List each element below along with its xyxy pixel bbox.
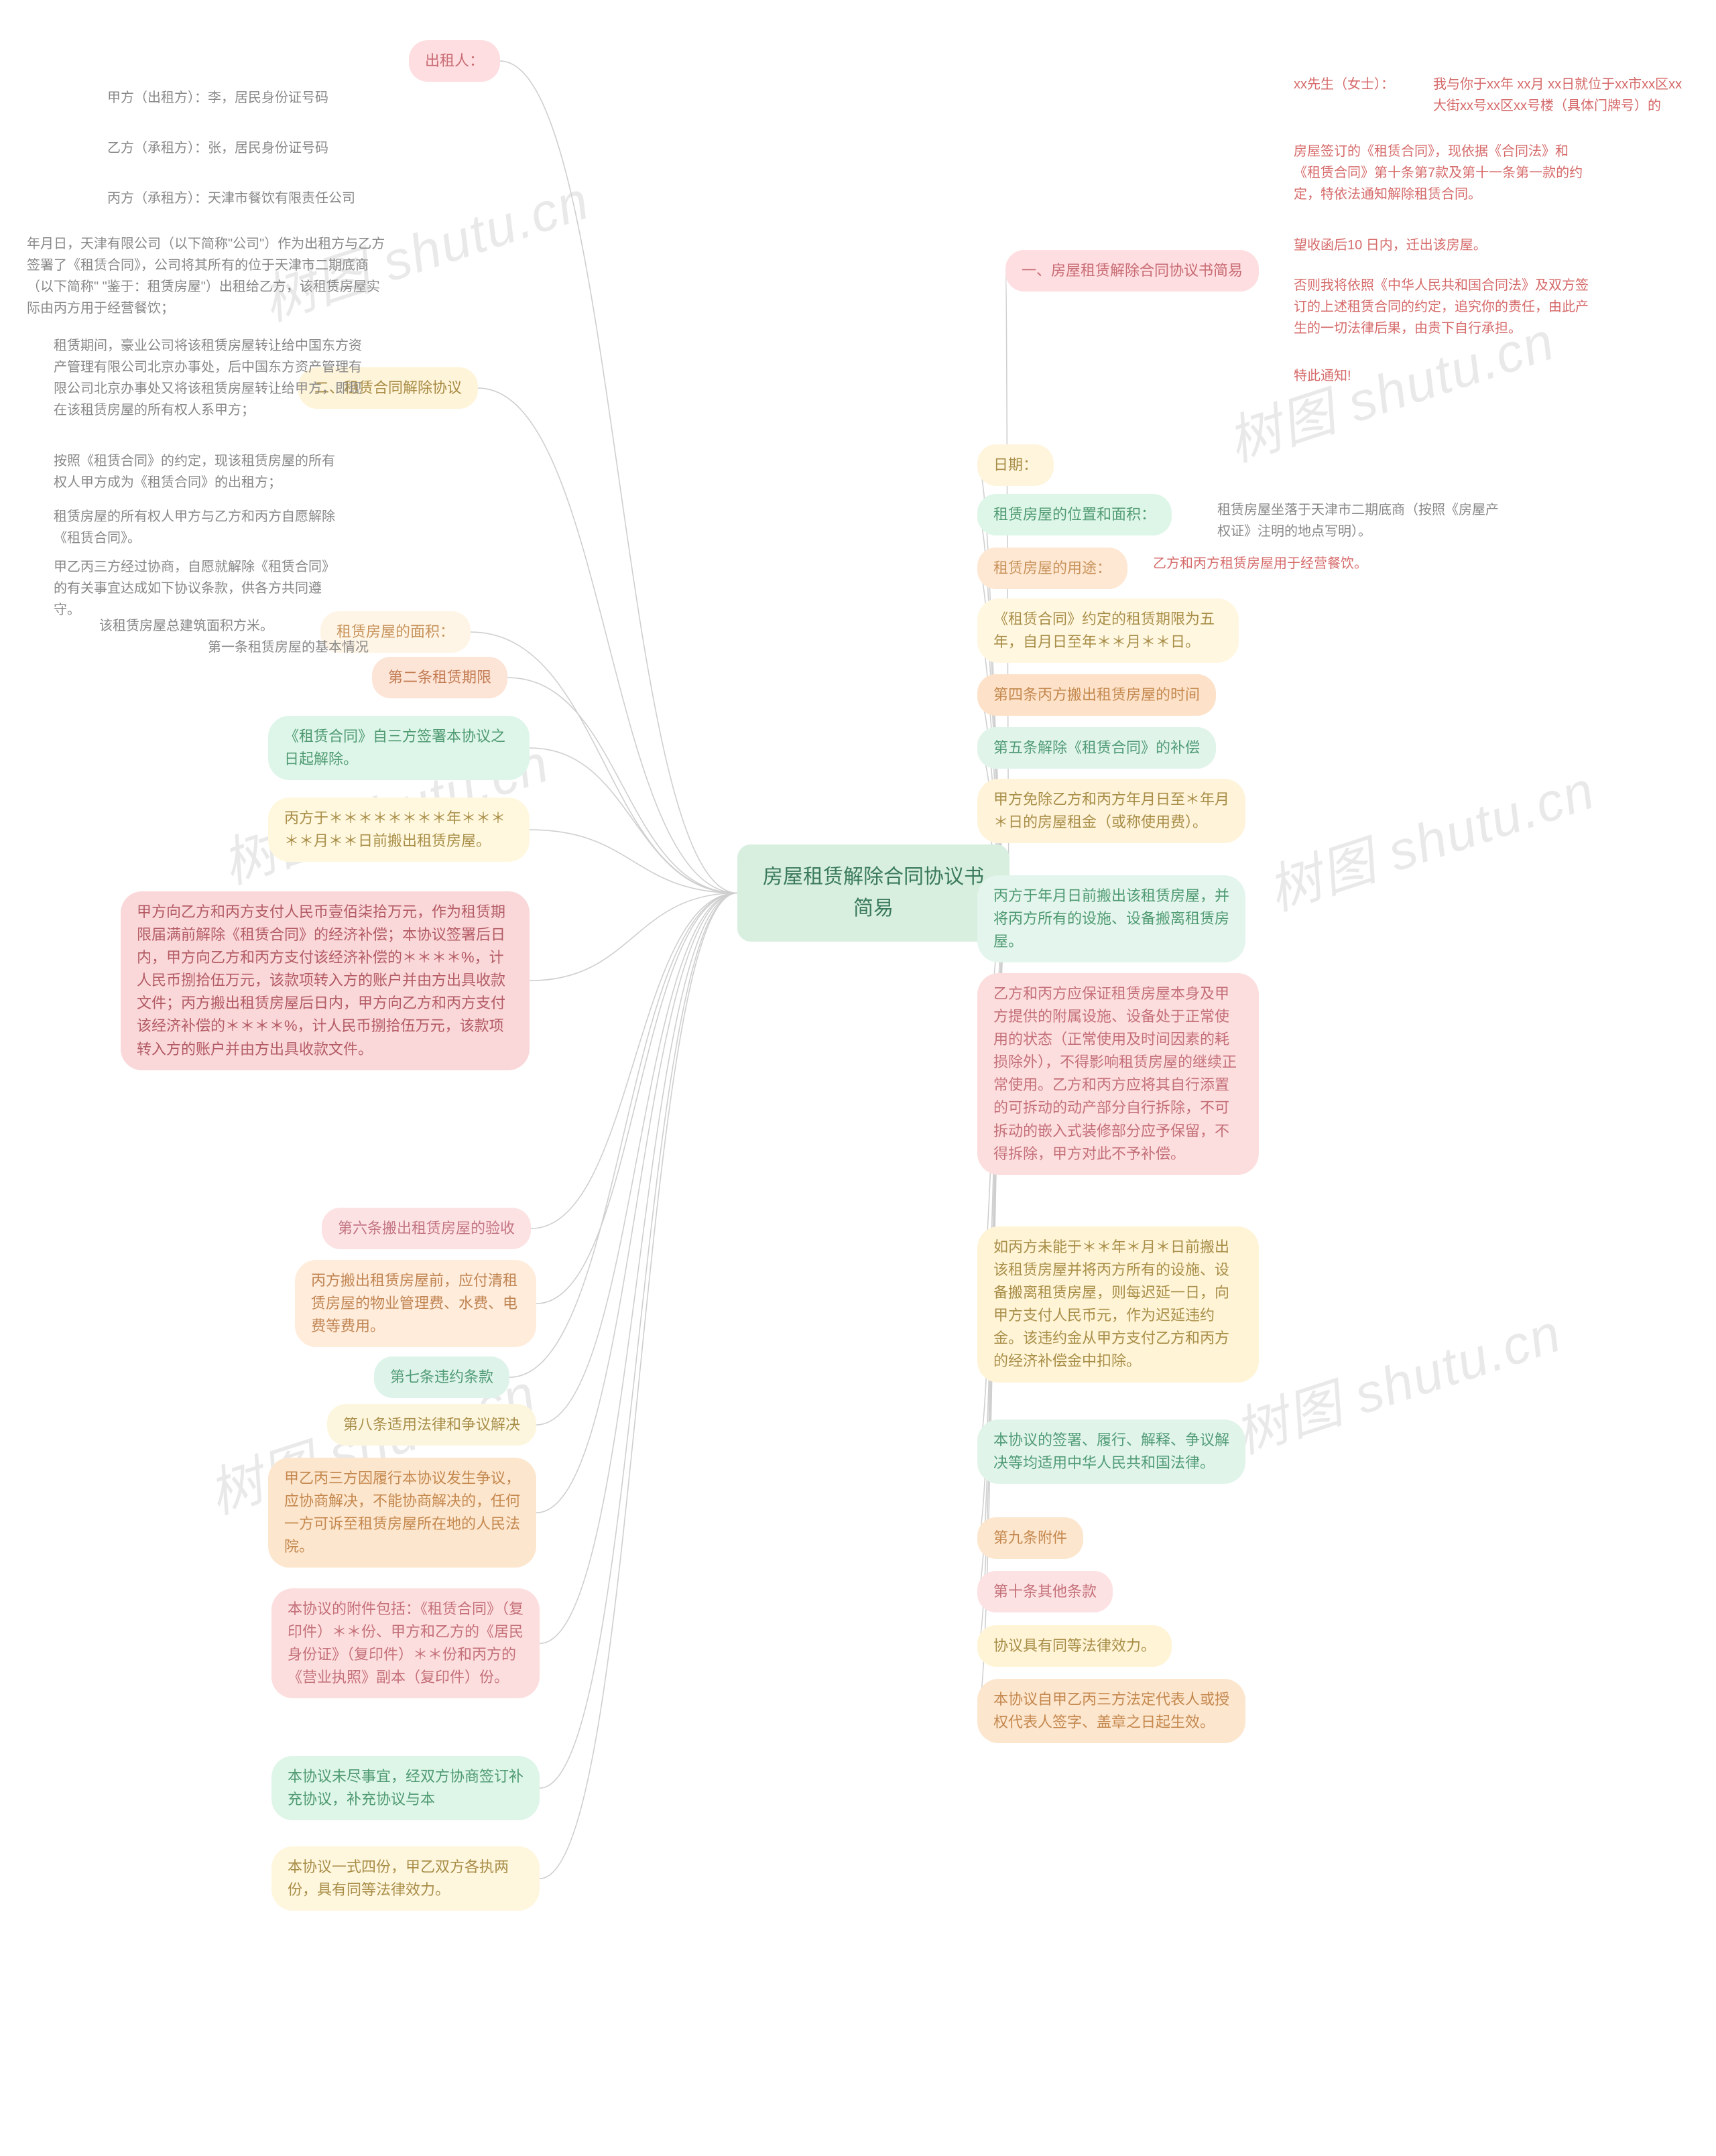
mindmap-node[interactable]: 第四条丙方搬出租赁房屋的时间 [977, 674, 1216, 716]
watermark: 树图 shutu.cn [1256, 747, 1603, 926]
plain-text: 望收函后10 日内，迁出该房屋。 [1294, 235, 1487, 256]
edge [507, 678, 737, 893]
mindmap-node[interactable]: 第五条解除《租赁合同》的补偿 [977, 727, 1216, 769]
watermark: 树图 shutu.cn [1223, 1290, 1570, 1469]
mindmap-node[interactable]: 租赁房屋的用途： [977, 548, 1127, 589]
plain-text: 我与你于xx年 xx月 xx日就位于xx市xx区xx大街xx号xx区xx号楼（具… [1433, 74, 1688, 117]
plain-text: 该租赁房屋总建筑面积方米。 [99, 615, 273, 637]
plain-text: 丙方（承租方）：天津市餐饮有限责任公司 [107, 188, 355, 209]
mindmap-node[interactable]: 本协议未尽事宜，经双方协商签订补充协议，补充协议与本 [271, 1756, 540, 1820]
mindmap-node[interactable]: 第二条租赁期限 [372, 657, 507, 698]
plain-text: xx先生（女士）： [1294, 74, 1394, 95]
mindmap-node[interactable]: 本协议的附件包括：《租赁合同》（复印件）＊＊份、甲方和乙方的《居民身份证》（复印… [271, 1588, 540, 1698]
mindmap-node[interactable]: 协议具有同等法律效力。 [977, 1625, 1172, 1667]
mindmap-node[interactable]: 乙方和丙方应保证租赁房屋本身及甲方提供的附属设施、设备处于正常使用的状态（正常使… [977, 973, 1259, 1175]
mindmap-node[interactable]: 丙方于年月日前搬出该租赁房屋，并将丙方所有的设施、设备搬离租赁房屋。 [977, 875, 1245, 962]
mindmap-node[interactable]: 出租人： [409, 40, 500, 82]
mindmap-node[interactable]: 甲方免除乙方和丙方年月日至＊年月＊日的房屋租金（或称使用费）。 [977, 779, 1245, 843]
plain-text: 乙方（承租方）：张，居民身份证号码 [107, 137, 328, 159]
mindmap-node[interactable]: 丙方于＊＊＊＊＊＊＊＊年＊＊＊＊＊月＊＊日前搬出租赁房屋。 [268, 798, 530, 862]
plain-text: 甲乙丙三方经过协商，自愿就解除《租赁合同》的有关事宜达成如下协议条款，供各方共同… [54, 556, 342, 621]
mindmap-node[interactable]: 《租赁合同》约定的租赁期限为五年，自月日至年＊＊月＊＊日。 [977, 598, 1239, 663]
plain-text: 租赁房屋坐落于天津市二期底商（按照《房屋产权证》注明的地点写明）。 [1217, 499, 1499, 542]
mindmap-node[interactable]: 日期： [977, 444, 1054, 486]
mindmap-node[interactable]: 第十条其他条款 [977, 1571, 1113, 1612]
mindmap-node[interactable]: 租赁房屋的位置和面积： [977, 494, 1172, 535]
edge [509, 893, 737, 1378]
plain-text: 租赁期间，豪业公司将该租赁房屋转让给中国东方资产管理有限公司北京办事处，后中国东… [54, 335, 362, 421]
edge [530, 893, 737, 981]
edge [540, 893, 737, 1644]
plain-text: 第一条租赁房屋的基本情况 [208, 637, 369, 658]
edge [536, 893, 737, 1513]
mindmap-node[interactable]: 本协议一式四份，甲乙双方各执两份，具有同等法律效力。 [271, 1846, 540, 1911]
edge [530, 830, 737, 893]
plain-text: 租赁房屋的所有权人甲方与乙方和丙方自愿解除《租赁合同》。 [54, 506, 342, 549]
edge [540, 893, 737, 1789]
mindmap-node[interactable]: 本协议的签署、履行、解释、争议解决等均适用中华人民共和国法律。 [977, 1419, 1245, 1484]
plain-text: 乙方和丙方租赁房屋用于经营餐饮。 [1153, 553, 1367, 574]
mindmap-node[interactable]: 《租赁合同》自三方签署本协议之日起解除。 [268, 716, 530, 780]
edge [540, 893, 737, 1879]
mindmap-node[interactable]: 第七条违约条款 [374, 1356, 509, 1398]
mindmap-node[interactable]: 一、房屋租赁解除合同协议书简易 [1005, 250, 1259, 292]
plain-text: 特此通知! [1294, 365, 1351, 387]
mindmap-node[interactable]: 第八条适用法律和争议解决 [327, 1404, 536, 1446]
mindmap-node[interactable]: 甲乙丙三方因履行本协议发生争议，应协商解决，不能协商解决的，任何一方可诉至租赁房… [268, 1458, 536, 1568]
plain-text: 年月日，天津有限公司（以下简称"公司"）作为出租方与乙方签署了《租赁合同》，公司… [27, 233, 389, 319]
edge [530, 748, 737, 893]
plain-text: 否则我将依照《中华人民共和国合同法》及双方签订的上述租赁合同的约定，追究你的责任… [1294, 275, 1589, 339]
mindmap-node[interactable]: 第九条附件 [977, 1517, 1083, 1559]
edge [500, 61, 737, 893]
mindmap-node[interactable]: 第六条搬出租赁房屋的验收 [322, 1208, 531, 1249]
root-node[interactable]: 房屋租赁解除合同协议书 简易 [737, 844, 1009, 942]
plain-text: 甲方（出租方）：李，居民身份证号码 [107, 87, 328, 109]
edge [536, 893, 737, 1304]
mindmap-node[interactable]: 本协议自甲乙丙三方法定代表人或授权代表人签字、盖章之日起生效。 [977, 1679, 1245, 1743]
edge [531, 893, 737, 1229]
mindmap-node[interactable]: 甲方向乙方和丙方支付人民币壹佰柒拾万元，作为租赁期限届满前解除《租赁合同》的经济… [121, 891, 530, 1070]
mindmap-node[interactable]: 如丙方未能于＊＊年＊月＊日前搬出该租赁房屋并将丙方所有的设施、设备搬离租赁房屋，… [977, 1226, 1259, 1383]
edge [536, 893, 737, 1425]
plain-text: 房屋签订的《租赁合同》，现依据《合同法》和《租赁合同》第十条第7款及第十一条第一… [1294, 141, 1589, 205]
mindmap-node[interactable]: 丙方搬出租赁房屋前，应付清租赁房屋的物业管理费、水费、电费等费用。 [295, 1260, 536, 1347]
plain-text: 按照《租赁合同》的约定，现该租赁房屋的所有权人甲方成为《租赁合同》的出租方； [54, 450, 342, 493]
